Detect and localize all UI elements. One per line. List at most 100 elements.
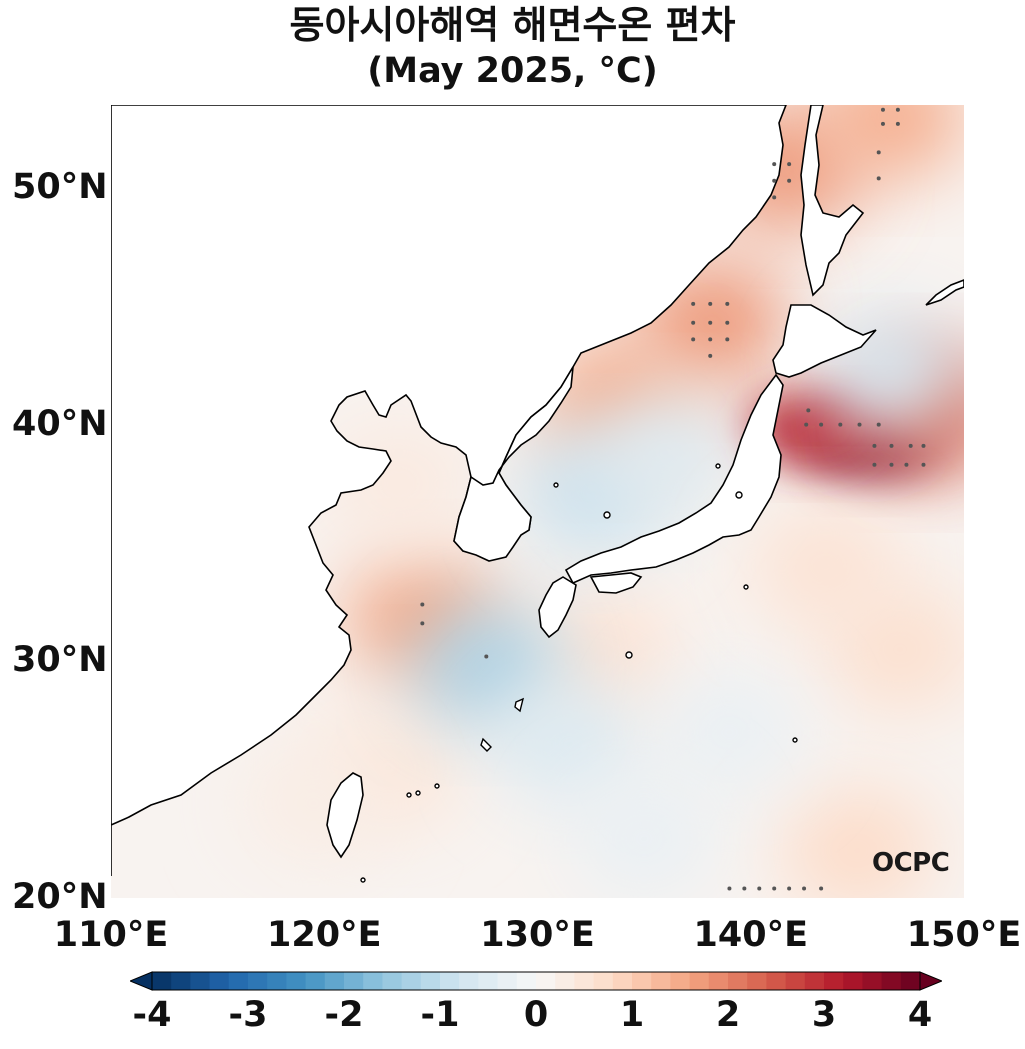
lon-tick-label: 140°E [693, 915, 808, 955]
colorbar-cell [305, 972, 326, 990]
land-small-islands [360, 463, 798, 883]
colorbar-cell [689, 972, 710, 990]
significance-dot [725, 320, 730, 325]
colorbar-cell [708, 972, 729, 990]
colorbar-cell [900, 972, 921, 990]
significance-dot [691, 320, 696, 325]
colorbar-cell [593, 972, 614, 990]
colorbar-cell [228, 972, 249, 990]
colorbar-cell [612, 972, 633, 990]
significance-dot [708, 301, 713, 306]
colorbar-cell [440, 972, 460, 990]
significance-dot [787, 162, 792, 167]
colorbar-cell [516, 972, 537, 990]
land-shikoku [589, 572, 643, 594]
colorbar-cell [478, 972, 499, 990]
anomaly-pacific-ryukyu [494, 684, 645, 805]
significance-dot [889, 443, 894, 448]
significance-dot [819, 422, 824, 427]
colorbar-cell [209, 972, 230, 990]
colorbar-cell [785, 972, 806, 990]
significance-dot [787, 886, 792, 891]
significance-dot [880, 121, 885, 126]
map-title: 동아시아해역 해면수온 편차 [289, 3, 736, 47]
significance-dot [484, 654, 489, 659]
significance-dot [872, 462, 877, 467]
colorbar-cell [190, 972, 211, 990]
sst-anomaly-map [111, 105, 964, 898]
colorbar-cell [152, 972, 172, 990]
significance-dot [904, 462, 909, 467]
significance-dot [742, 886, 747, 891]
lon-tick-label: 130°E [480, 915, 595, 955]
colorbar-tick-label: 1 [619, 995, 645, 1035]
colorbar-cell [670, 972, 691, 990]
significance-dot [420, 621, 425, 626]
land-mask [111, 105, 964, 883]
lon-tick-label: 110°E [53, 915, 169, 955]
significance-dot [708, 353, 713, 358]
anomaly-kuroshio-east-of-kyushu [526, 594, 677, 715]
land-taiwan [326, 772, 364, 859]
colorbar-tick-label: 3 [811, 995, 837, 1035]
colorbar-cell [324, 972, 345, 990]
colorbar-cell [574, 972, 595, 990]
colorbar-cell [267, 972, 287, 990]
colorbar-cell [747, 972, 767, 990]
land-sakhalin [800, 105, 865, 297]
colorbar-cell [171, 972, 191, 990]
colorbar-tick-label: -4 [132, 995, 172, 1035]
colorbar-cell [382, 972, 403, 990]
significance-dot [857, 422, 862, 427]
land-mainland-asia [111, 105, 787, 876]
significance-dot [876, 150, 881, 155]
anomaly-pacific-southeast [782, 790, 933, 898]
colorbar-cell [766, 972, 787, 990]
significance-dot [691, 337, 696, 342]
significance-dot [772, 886, 777, 891]
colorbar-cell [881, 972, 902, 990]
colorbar-cell [843, 972, 863, 990]
lat-tick-label: 50°N [12, 166, 108, 207]
significance-dot [880, 107, 885, 112]
significance-dot [895, 107, 900, 112]
colorbar [130, 971, 942, 991]
significance-dot [708, 320, 713, 325]
significance-dot [725, 301, 730, 306]
anomaly-okhotsk-east [816, 105, 964, 177]
significance-dot [872, 443, 877, 448]
significance-dot [802, 886, 807, 891]
colorbar-extend-low [130, 971, 153, 991]
colorbar-cell [248, 972, 268, 990]
lat-tick-label: 20°N [12, 877, 108, 917]
land-hokkaido [772, 304, 877, 378]
lat-tick-label: 30°N [12, 640, 108, 681]
significance-dot [876, 176, 881, 181]
colorbar-tick-label: -2 [324, 995, 364, 1035]
colorbar-tick-label: 0 [523, 995, 549, 1035]
land-honshu [564, 373, 784, 585]
significance-dot [819, 886, 824, 891]
significance-dot [921, 462, 926, 467]
anomaly-pacific-south [569, 778, 720, 898]
ocpc-logo: OCPC [872, 848, 950, 878]
significance-dot [691, 301, 696, 306]
anomaly-japan-sea-east [590, 392, 741, 513]
lon-tick-label: 150°E [906, 915, 1022, 955]
significance-dot [838, 422, 843, 427]
lon-tick-label: 120°E [267, 915, 382, 955]
lat-tick-label: 40°N [12, 403, 108, 444]
significance-dot [806, 408, 811, 413]
significance-dots [420, 107, 926, 891]
significance-dot [772, 195, 777, 200]
colorbar-cell [804, 972, 825, 990]
colorbar-cell [363, 972, 383, 990]
significance-dot [725, 337, 730, 342]
colorbar-cell [632, 972, 652, 990]
significance-dot [889, 462, 894, 467]
significance-dot [420, 602, 425, 607]
colorbar-cell [728, 972, 748, 990]
significance-dot [772, 178, 777, 183]
anomaly-taiwan-strait [238, 743, 389, 864]
colorbar-outline [151, 971, 921, 991]
